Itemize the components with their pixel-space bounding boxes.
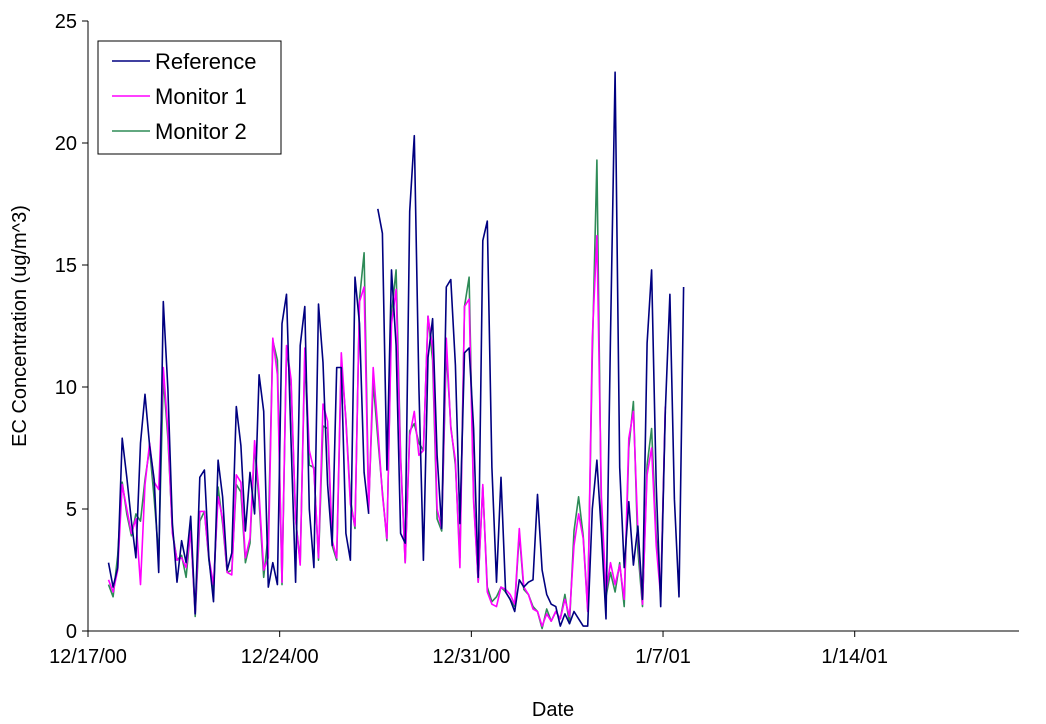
y-tick-label: 5 [66,499,77,521]
y-axis-title: EC Concentration (ug/m^3) [9,205,31,447]
y-tick-label: 25 [55,11,77,33]
y-tick-label: 10 [55,377,77,399]
x-tick-label: 1/7/01 [635,646,691,668]
x-tick-label: 1/14/01 [821,646,888,668]
series-line-monitor-1 [107,234,667,627]
y-axis: 0 5 10 15 20 25 [55,11,89,643]
x-tick-label: 12/17/00 [49,646,127,668]
legend-label-monitor-1: Monitor 1 [155,84,247,109]
legend-box [97,40,282,155]
x-axis-title: Date [532,699,574,721]
x-tick-label: 12/24/00 [241,646,319,668]
legend: Reference Monitor 1 Monitor 2 [97,40,282,155]
legend-label-monitor-2: Monitor 2 [155,119,247,144]
series-line-reference [107,71,685,627]
x-axis: 12/17/00 12/24/00 12/31/00 1/7/01 1/14/01 [49,630,1019,668]
y-tick-label: 0 [66,621,77,643]
y-tick-label: 15 [55,255,77,277]
y-tick-label: 20 [55,133,77,155]
x-tick-label: 12/31/00 [432,646,510,668]
legend-label-reference: Reference [155,49,257,74]
series-layer [107,71,685,630]
